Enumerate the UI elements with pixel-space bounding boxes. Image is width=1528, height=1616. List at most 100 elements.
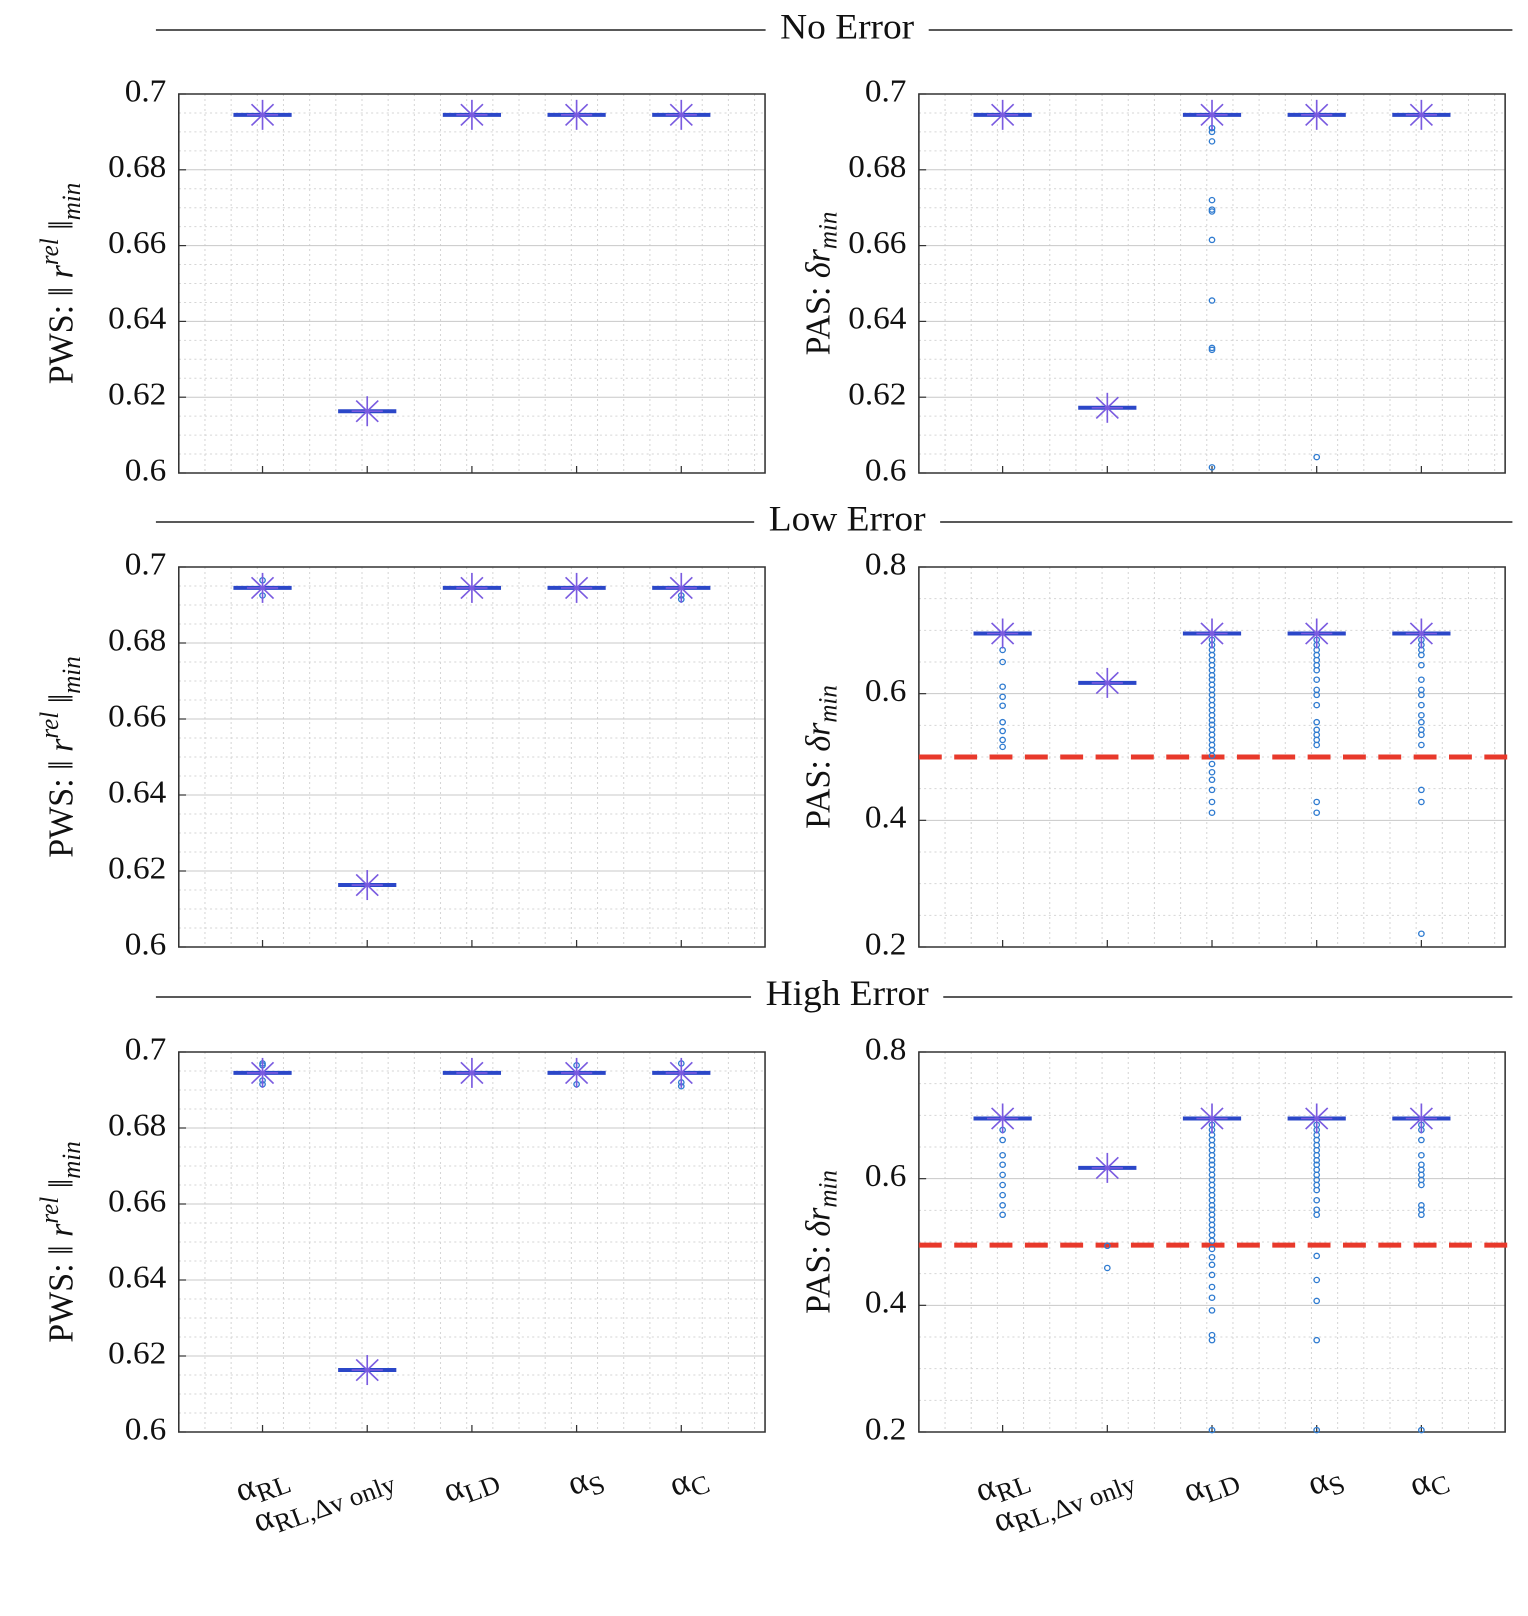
- median-marker: [987, 99, 1019, 130]
- marker-stroke: [1095, 396, 1119, 419]
- y-tick-label: 0.64: [108, 1260, 166, 1295]
- y-tick-label: 0.62: [848, 377, 906, 412]
- outlier: [1208, 1294, 1216, 1301]
- marker-stroke: [250, 1061, 275, 1085]
- x-tick-label: αLD: [1178, 1457, 1244, 1515]
- y-tick-label: 0.68: [848, 150, 906, 185]
- y-axis-label-part: PAS:: [799, 278, 838, 355]
- marker-stroke: [669, 1061, 693, 1085]
- outlier: [1208, 768, 1216, 776]
- outlier: [999, 743, 1007, 751]
- y-axis-label-part: δr: [799, 1207, 838, 1237]
- outlier: [1418, 691, 1425, 699]
- marker-stroke: [1409, 1107, 1433, 1130]
- x-tick-label: αC: [664, 1457, 713, 1509]
- x-tick-label: αLD: [438, 1457, 504, 1515]
- y-axis-label-part: ‖: [42, 694, 81, 712]
- y-tick-label: 0.7: [125, 74, 167, 109]
- y-axis-label-part: min: [813, 1170, 843, 1207]
- y-axis-label-part: PAS:: [799, 752, 838, 829]
- median-marker: [351, 870, 383, 901]
- median-marker: [1301, 1103, 1333, 1134]
- marker-stroke: [991, 103, 1015, 127]
- outlier: [1208, 236, 1216, 244]
- outlier: [1208, 752, 1216, 759]
- y-axis-label-part: min: [56, 656, 86, 693]
- y-axis-label: PWS: ‖ rrel ‖min: [34, 1141, 85, 1342]
- x-tick-label: αC: [1404, 1457, 1453, 1509]
- y-tick-label: 0.62: [108, 377, 166, 412]
- y-tick-label: 0.4: [865, 1285, 907, 1320]
- outlier: [999, 658, 1007, 666]
- y-tick-label: 0.66: [848, 225, 906, 260]
- median-marker: [1405, 99, 1437, 130]
- y-tick-label: 0.6: [125, 1412, 167, 1447]
- outlier: [999, 727, 1007, 735]
- outlier: [1208, 1336, 1216, 1344]
- outlier: [1418, 1151, 1425, 1159]
- y-tick-label: 0.4: [865, 800, 907, 835]
- median-marker: [987, 1103, 1019, 1134]
- median-marker: [987, 618, 1019, 649]
- outlier: [1208, 1157, 1216, 1164]
- y-tick-label: 0.6: [865, 453, 907, 488]
- marker-stroke: [1305, 1107, 1329, 1130]
- outlier: [1418, 1202, 1425, 1209]
- y-tick-label: 0.8: [865, 547, 907, 582]
- y-tick-label: 0.7: [125, 547, 167, 582]
- marker-stroke: [250, 103, 275, 127]
- outlier: [999, 736, 1007, 744]
- outlier: [1208, 1307, 1216, 1314]
- outlier: [1313, 741, 1321, 749]
- outlier: [999, 1181, 1007, 1189]
- median-marker: [1196, 1103, 1228, 1134]
- outlier: [1208, 1245, 1216, 1253]
- y-axis-label-part: r: [42, 265, 81, 279]
- median-marker: [561, 99, 593, 130]
- y-axis-label-part: r: [42, 1223, 81, 1237]
- outlier: [1208, 346, 1216, 354]
- y-tick-label: 0.66: [108, 1184, 166, 1219]
- y-axis-label-part: δr: [799, 722, 838, 752]
- marker-stroke: [460, 1061, 484, 1085]
- marker-stroke: [460, 576, 484, 600]
- median-marker: [665, 572, 697, 603]
- outlier: [1313, 1186, 1321, 1194]
- outlier: [1418, 1426, 1425, 1434]
- y-tick-label: 0.7: [125, 1032, 167, 1067]
- y-tick-label: 0.68: [108, 623, 166, 658]
- outlier: [999, 683, 1007, 690]
- y-axis-label: PAS: δrmin: [799, 685, 843, 829]
- outlier: [1313, 1196, 1321, 1204]
- median-marker: [665, 99, 697, 130]
- section-title: High Error: [766, 973, 929, 1013]
- median-marker: [1091, 392, 1123, 423]
- marker-stroke: [1095, 1156, 1119, 1180]
- median-marker: [1196, 618, 1228, 649]
- outlier: [1103, 1264, 1111, 1272]
- outlier: [1313, 1297, 1321, 1305]
- marker-stroke: [250, 576, 275, 600]
- outlier: [1208, 1202, 1216, 1209]
- median-marker: [246, 99, 279, 130]
- marker-stroke: [355, 1358, 379, 1382]
- y-axis-label: PWS: ‖ rrel ‖min: [34, 656, 85, 857]
- outlier: [1313, 1336, 1321, 1344]
- section-title: No Error: [780, 6, 914, 46]
- outlier: [1208, 1261, 1216, 1269]
- outlier: [999, 1161, 1007, 1168]
- outlier: [1208, 672, 1216, 679]
- outlier: [1208, 1253, 1216, 1261]
- marker-stroke: [355, 400, 379, 423]
- outlier: [1313, 1426, 1321, 1434]
- median-marker: [1301, 618, 1333, 649]
- marker-stroke: [1305, 103, 1329, 127]
- outlier: [1313, 718, 1321, 726]
- outlier: [1208, 464, 1216, 471]
- median-marker: [456, 99, 488, 130]
- outlier: [999, 702, 1007, 709]
- outlier: [1418, 798, 1425, 806]
- y-tick-label: 0.6: [865, 674, 907, 709]
